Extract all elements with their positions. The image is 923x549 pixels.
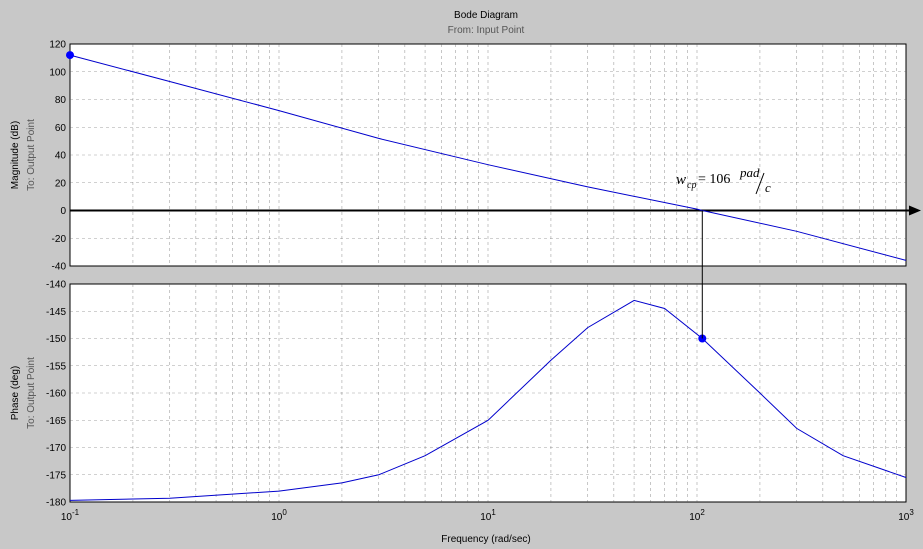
crossover-var: w — [676, 172, 686, 188]
phase-y-ticks: -140 -145 -150 -155 -160 -165 -170 -175 -180 — [46, 280, 66, 509]
crossover-annotation: w cp = 106 pad c — [676, 165, 771, 195]
magnitude-ylabel: Magnitude (dB) — [10, 121, 21, 189]
phase-panel: -140 -145 -150 -155 -160 -165 -170 -175 -180 Pha… — [10, 280, 907, 509]
x-tick-label: 103 — [898, 508, 914, 523]
zero-db-axis-arrow — [909, 205, 921, 216]
phase-y-tick-label: -180 — [46, 498, 66, 509]
magnitude-marker — [66, 51, 74, 60]
x-tick-label: 101 — [480, 508, 496, 523]
magnitude-y-tick-label: 0 — [60, 206, 66, 217]
x-tick-label: 102 — [689, 508, 705, 523]
phase-y-tick-label: -140 — [46, 280, 66, 291]
phase-y-tick-label: -155 — [46, 361, 66, 372]
crossover-eq: = 106 — [698, 172, 730, 187]
chart-title: Bode Diagram — [454, 10, 518, 21]
magnitude-y-ticks: 120 100 80 60 40 20 0 -20 -40 — [49, 40, 66, 273]
magnitude-y-tick-label: 100 — [49, 67, 66, 78]
magnitude-y-tick-label: 80 — [55, 95, 67, 106]
phase-y-tick-label: -165 — [46, 416, 66, 427]
phase-ylabel2: To: Output Point — [26, 357, 37, 429]
chart-subtitle: From: Input Point — [448, 25, 525, 36]
x-tick-label: 10-1 — [61, 508, 80, 523]
phase-grid — [70, 284, 906, 502]
x-tick-label: 100 — [271, 508, 287, 523]
magnitude-y-tick-label: 20 — [55, 178, 67, 189]
magnitude-y-tick-label: 40 — [55, 151, 67, 162]
phase-ylabel: Phase (deg) — [10, 366, 21, 420]
crossover-sub: cp — [687, 180, 696, 191]
magnitude-y-tick-label: -40 — [52, 262, 67, 273]
magnitude-series-line — [69, 54, 907, 261]
magnitude-y-tick-label: -20 — [52, 234, 67, 245]
magnitude-ylabel2: To: Output Point — [26, 119, 37, 191]
x-axis-label: Frequency (rad/sec) — [441, 534, 530, 545]
crossover-fraction-slash — [755, 172, 765, 195]
magnitude-y-tick-label: 60 — [55, 123, 67, 134]
phase-y-tick-label: -170 — [46, 443, 66, 454]
magnitude-panel: 120 100 80 60 40 20 0 -20 -40 Magnitude (dB) To:… — [10, 40, 921, 273]
phase-series-line — [69, 299, 907, 501]
phase-y-tick-label: -150 — [46, 334, 66, 345]
crossover-num: pad — [739, 165, 760, 180]
x-tick-labels: 10-1 100 101 102 103 — [61, 508, 914, 523]
phase-y-tick-label: -175 — [46, 470, 66, 481]
phase-y-tick-label: -145 — [46, 307, 66, 318]
crossover-den: c — [765, 180, 771, 195]
magnitude-y-tick-label: 120 — [49, 40, 66, 51]
phase-y-tick-label: -160 — [46, 389, 66, 400]
